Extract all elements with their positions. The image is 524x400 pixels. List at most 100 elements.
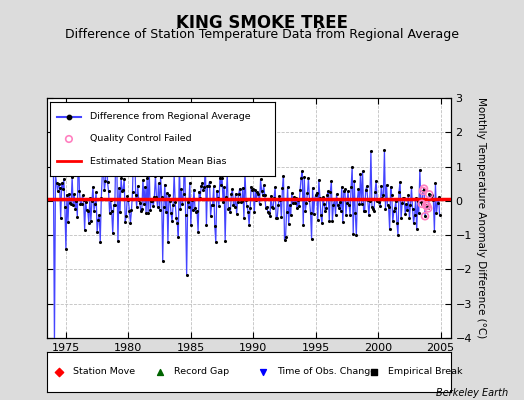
Point	[121, 218, 129, 225]
Point	[424, 205, 432, 212]
Point	[171, 199, 179, 206]
Point	[367, 148, 375, 154]
Point	[433, 200, 442, 206]
Point	[349, 230, 357, 237]
Point	[315, 195, 324, 202]
Point	[93, 229, 101, 236]
Point	[337, 184, 346, 190]
Point	[107, 208, 116, 214]
Point	[63, 191, 71, 198]
Point	[145, 165, 154, 171]
Point	[162, 190, 171, 196]
Point	[98, 169, 106, 176]
Point	[219, 199, 227, 206]
Point	[263, 204, 271, 210]
Point	[331, 212, 340, 218]
Point	[184, 203, 193, 210]
Point	[136, 200, 144, 206]
Point	[386, 226, 394, 232]
Point	[49, 165, 58, 171]
Point	[51, 172, 60, 178]
Point	[115, 185, 123, 191]
Point	[159, 258, 167, 264]
Point	[82, 198, 90, 205]
Point	[335, 199, 344, 205]
Point	[305, 197, 314, 203]
Text: Quality Control Failed: Quality Control Failed	[90, 134, 192, 144]
Point	[388, 191, 396, 198]
Point	[75, 188, 84, 194]
Point	[255, 201, 264, 208]
Point	[55, 369, 63, 375]
Point	[126, 220, 135, 226]
Point	[213, 188, 221, 194]
Point	[428, 192, 436, 198]
Text: Difference from Regional Average: Difference from Regional Average	[90, 112, 251, 121]
Point	[380, 146, 389, 153]
Point	[58, 180, 66, 186]
Point	[427, 194, 435, 200]
Text: Berkeley Earth: Berkeley Earth	[436, 388, 508, 398]
Point	[227, 191, 236, 197]
Point	[364, 197, 372, 203]
Point	[278, 185, 287, 192]
Point	[277, 214, 286, 220]
Point	[282, 208, 291, 215]
Point	[204, 183, 213, 189]
Point	[249, 186, 257, 193]
Point	[160, 181, 169, 188]
Point	[274, 202, 282, 208]
Point	[316, 212, 325, 218]
Point	[211, 222, 219, 229]
Point	[345, 202, 353, 208]
Point	[265, 210, 273, 216]
Point	[285, 221, 293, 228]
Point	[226, 209, 235, 216]
Point	[236, 185, 244, 192]
Point	[307, 210, 315, 216]
Point	[400, 195, 408, 202]
Point	[183, 198, 192, 205]
Point	[379, 192, 388, 198]
Text: Estimated Station Mean Bias: Estimated Station Mean Bias	[90, 157, 227, 166]
Point	[203, 183, 212, 189]
Point	[276, 197, 285, 203]
Point	[391, 205, 399, 212]
Point	[112, 144, 120, 150]
Point	[73, 213, 82, 220]
Point	[311, 196, 319, 202]
Point	[99, 165, 107, 172]
Point	[392, 198, 400, 204]
Point	[68, 174, 77, 180]
Point	[279, 172, 288, 179]
Point	[362, 187, 370, 194]
Point	[102, 140, 111, 146]
Point	[163, 239, 172, 245]
Point	[370, 208, 378, 214]
Point	[170, 170, 178, 177]
Point	[103, 179, 112, 186]
Point	[269, 204, 277, 211]
Point	[342, 211, 350, 218]
Point	[78, 200, 86, 207]
Point	[217, 182, 225, 188]
Point	[185, 180, 194, 186]
Point	[280, 236, 289, 243]
Point	[424, 205, 432, 212]
Point	[312, 192, 320, 198]
Point	[233, 211, 241, 217]
Point	[334, 205, 343, 211]
Point	[286, 202, 294, 208]
Point	[275, 193, 283, 199]
Point	[119, 186, 127, 193]
Point	[65, 190, 73, 197]
Point	[361, 208, 369, 214]
Point	[358, 168, 367, 174]
Point	[383, 182, 391, 188]
Point	[392, 220, 401, 226]
Point	[363, 183, 371, 190]
Point	[156, 207, 164, 213]
Point	[67, 200, 75, 207]
Point	[298, 168, 307, 174]
Point	[281, 234, 290, 240]
